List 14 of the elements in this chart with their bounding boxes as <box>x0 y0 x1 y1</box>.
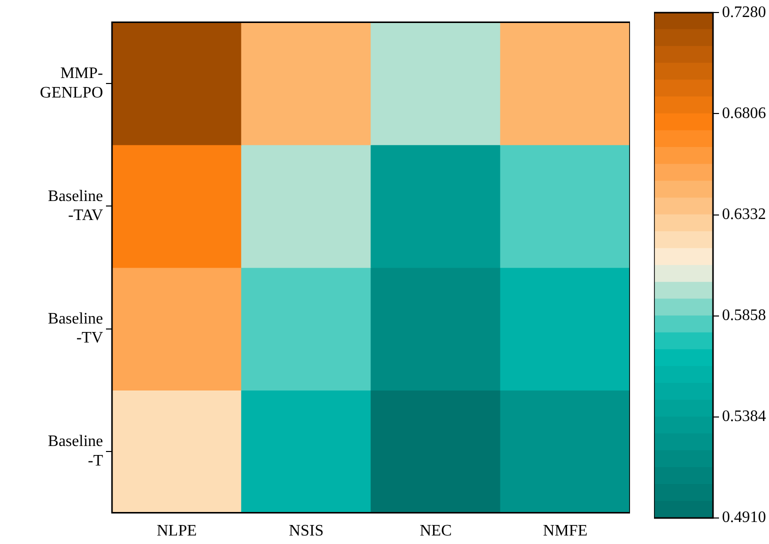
y-tick-label: MMP- GENLPO <box>40 65 103 102</box>
color-bar-label: 0.6332 <box>722 206 766 223</box>
color-bar-label: 0.6806 <box>722 104 766 122</box>
y-tick-label: Baseline -TV <box>48 310 104 347</box>
color-bar-label: 0.4910 <box>722 509 766 526</box>
x-tick-label: NEC <box>420 522 452 540</box>
color-bar-label: 0.5384 <box>722 408 766 426</box>
x-tick-label: NSIS <box>288 522 324 540</box>
color-bar-label: 0.5858 <box>722 307 766 324</box>
x-tick-label: NMFE <box>543 522 588 540</box>
x-tick-label: NLPE <box>156 522 197 540</box>
y-tick-label: Baseline -T <box>48 433 104 470</box>
y-tick-label: Baseline -TAV <box>48 188 104 224</box>
color-bar-label: 0.7280 <box>722 4 766 21</box>
